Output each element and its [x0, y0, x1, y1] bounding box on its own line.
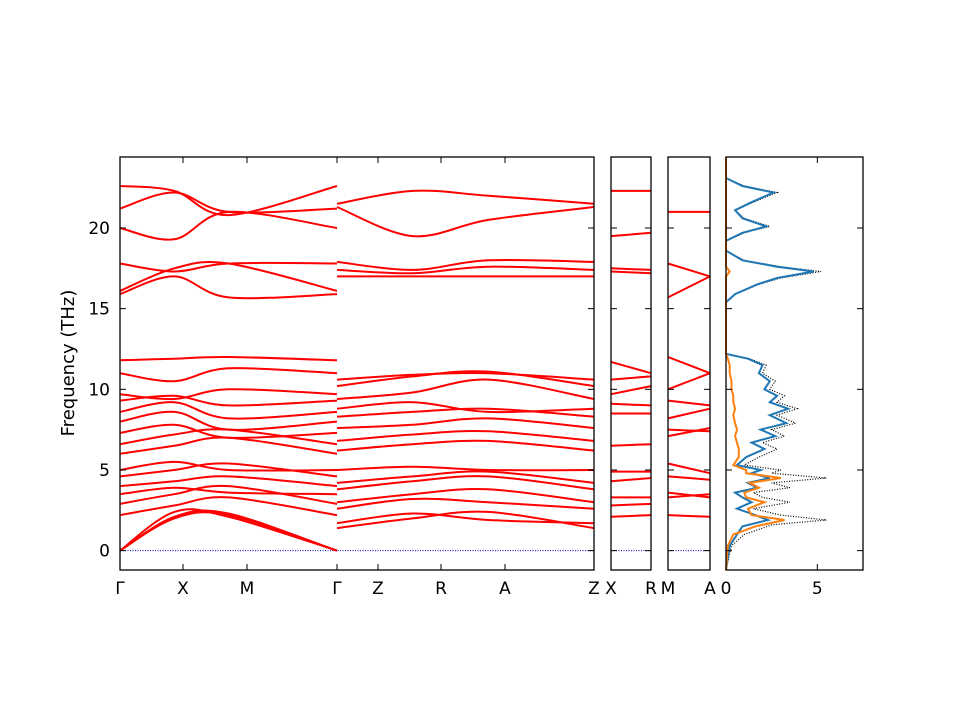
band-line — [119, 436, 338, 455]
band-line — [119, 508, 338, 552]
band-line — [667, 428, 711, 433]
band-line — [336, 488, 595, 504]
band-line — [336, 371, 595, 381]
x-tick-label: Γ — [115, 579, 125, 599]
band-line — [610, 375, 652, 381]
band-line — [336, 206, 595, 238]
y-tick-label: 5 — [99, 461, 110, 481]
dos-curve-total — [725, 157, 827, 571]
band-line — [610, 231, 652, 238]
band-line — [667, 262, 711, 278]
band-line — [667, 275, 711, 299]
band-line — [336, 417, 595, 429]
x-tick-label: X — [605, 579, 617, 599]
x-tick-label: A — [704, 579, 716, 599]
band-line — [119, 210, 338, 241]
band-line — [336, 475, 595, 491]
y-tick-label: 15 — [88, 300, 110, 320]
band-line — [119, 460, 338, 472]
band-line — [336, 497, 595, 510]
band-line — [119, 191, 338, 214]
x-tick-label: 0 — [721, 579, 732, 599]
x-tick-label: Z — [372, 579, 384, 599]
band-line — [667, 407, 711, 420]
band-line — [610, 402, 652, 407]
y-tick-label: 10 — [88, 380, 110, 400]
band-line — [119, 475, 338, 488]
band-line — [610, 502, 652, 507]
band-line — [336, 401, 595, 414]
band-line — [336, 430, 595, 442]
band-line — [119, 484, 338, 505]
band-line — [610, 443, 652, 447]
band-line — [119, 496, 338, 517]
band-line — [667, 475, 711, 481]
x-tick-label: X — [177, 579, 189, 599]
band-line — [119, 367, 338, 383]
band-line — [119, 185, 338, 217]
band-line — [119, 423, 338, 439]
band-line — [667, 399, 711, 407]
y-axis-label: Frequency (THz) — [58, 290, 79, 437]
band-line — [336, 512, 595, 525]
x-tick-label: Γ — [332, 579, 342, 599]
y-tick-label: 0 — [99, 542, 110, 562]
band-line — [336, 465, 595, 472]
band-line — [336, 258, 595, 271]
band-line — [667, 372, 711, 391]
band-line — [336, 470, 595, 484]
band-line — [667, 462, 711, 475]
band-line — [119, 275, 338, 300]
band-line — [119, 428, 338, 446]
band-line — [119, 388, 338, 401]
dos-curve-dos1 — [725, 157, 814, 571]
band-line — [119, 401, 338, 420]
y-tick-label: 20 — [88, 219, 110, 239]
x-tick-label: R — [645, 579, 657, 599]
band-line — [667, 427, 711, 438]
band-line — [610, 385, 652, 396]
x-tick-label: R — [435, 579, 447, 599]
band-line — [119, 410, 338, 431]
band-line — [336, 439, 595, 452]
band-line — [119, 486, 338, 496]
band-line — [610, 267, 652, 271]
x-tick-label: M — [240, 579, 255, 599]
band-line — [667, 491, 711, 499]
band-line — [610, 477, 652, 483]
band-line — [119, 261, 338, 292]
band-line — [667, 514, 711, 518]
band-panel-m-a — [667, 156, 711, 571]
band-panel-main — [119, 156, 595, 571]
band-panel-x-r — [610, 156, 652, 571]
band-line — [119, 355, 338, 362]
band-line — [610, 270, 652, 275]
x-tick-label: 5 — [812, 579, 823, 599]
dos-curve-dos2 — [725, 157, 785, 571]
dos-panel — [725, 156, 864, 571]
x-tick-label: Z — [588, 579, 600, 599]
band-line — [610, 514, 652, 518]
band-line — [336, 370, 595, 388]
band-line — [336, 265, 595, 275]
band-line — [610, 360, 652, 375]
band-line — [336, 189, 595, 205]
band-line — [667, 356, 711, 375]
band-line — [119, 511, 338, 552]
x-tick-label: M — [661, 579, 676, 599]
x-tick-label: A — [499, 579, 511, 599]
band-line — [336, 378, 595, 400]
band-line — [336, 510, 595, 530]
band-line — [119, 261, 338, 273]
